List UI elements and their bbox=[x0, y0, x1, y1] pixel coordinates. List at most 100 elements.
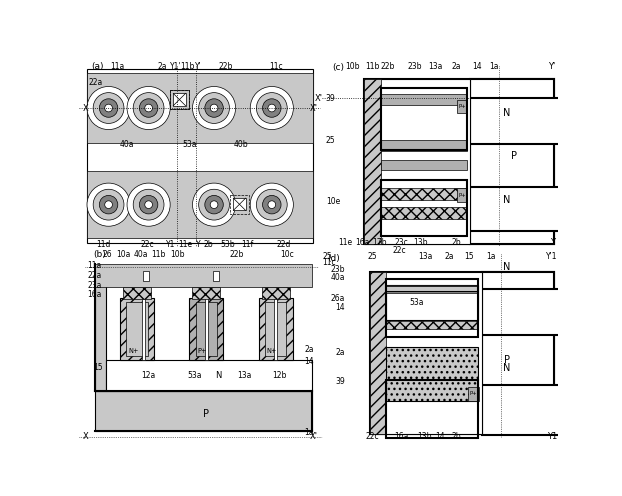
Text: P: P bbox=[203, 409, 210, 419]
Bar bbox=[381, 188, 466, 200]
Text: 11b: 11b bbox=[151, 250, 166, 259]
Text: 10e: 10e bbox=[326, 197, 340, 206]
Text: 40a: 40a bbox=[120, 140, 134, 149]
Text: 11e: 11e bbox=[338, 238, 352, 248]
Text: N+: N+ bbox=[128, 348, 138, 354]
Text: 10b: 10b bbox=[345, 62, 360, 71]
Text: 2a: 2a bbox=[158, 62, 167, 71]
Text: 53a: 53a bbox=[182, 140, 197, 149]
Text: 22a: 22a bbox=[87, 271, 101, 280]
Circle shape bbox=[256, 189, 287, 220]
Text: 1a: 1a bbox=[305, 428, 314, 436]
Text: 13b: 13b bbox=[413, 238, 428, 248]
Bar bbox=[386, 285, 478, 320]
Bar bbox=[457, 188, 467, 202]
Bar bbox=[126, 302, 148, 356]
Bar bbox=[386, 279, 478, 337]
Text: P+: P+ bbox=[458, 104, 466, 109]
Bar bbox=[174, 93, 185, 106]
Bar bbox=[381, 181, 466, 236]
Bar bbox=[386, 347, 478, 401]
Text: 22c: 22c bbox=[365, 433, 379, 441]
Text: (b): (b) bbox=[93, 250, 106, 259]
Bar bbox=[470, 98, 570, 144]
Circle shape bbox=[198, 93, 230, 124]
Text: 15: 15 bbox=[464, 252, 474, 261]
Text: N: N bbox=[503, 363, 510, 372]
Text: 1a: 1a bbox=[489, 62, 498, 71]
Text: 2b: 2b bbox=[452, 238, 462, 248]
Text: 2b: 2b bbox=[203, 240, 213, 249]
Bar bbox=[482, 385, 574, 435]
Circle shape bbox=[145, 201, 152, 208]
Text: X': X' bbox=[310, 433, 318, 441]
Bar bbox=[457, 100, 467, 114]
Text: X': X' bbox=[310, 104, 318, 113]
Text: 11d: 11d bbox=[96, 240, 111, 249]
Text: 22b: 22b bbox=[218, 62, 233, 71]
Text: X': X' bbox=[315, 94, 323, 103]
Bar bbox=[470, 186, 570, 231]
Text: X: X bbox=[83, 104, 89, 113]
Text: 53b: 53b bbox=[221, 240, 235, 249]
Text: X: X bbox=[83, 433, 89, 441]
Text: N: N bbox=[215, 371, 221, 380]
Text: 2b: 2b bbox=[452, 433, 462, 441]
Text: P+: P+ bbox=[458, 192, 466, 197]
Text: 1a: 1a bbox=[486, 252, 496, 261]
Bar bbox=[95, 391, 312, 432]
Text: 25: 25 bbox=[322, 252, 332, 261]
Text: 11b: 11b bbox=[180, 62, 194, 71]
Circle shape bbox=[192, 86, 236, 129]
Bar bbox=[87, 171, 313, 238]
Text: 10c: 10c bbox=[281, 250, 294, 259]
Text: 26a: 26a bbox=[330, 294, 345, 303]
Circle shape bbox=[133, 189, 164, 220]
Text: Y': Y' bbox=[195, 62, 202, 71]
Text: (c): (c) bbox=[332, 62, 344, 72]
Text: 10a: 10a bbox=[116, 250, 131, 259]
Text: 11b: 11b bbox=[364, 62, 379, 71]
Bar bbox=[190, 298, 223, 360]
Text: 16a: 16a bbox=[394, 433, 409, 441]
Text: 11c: 11c bbox=[269, 62, 282, 71]
Circle shape bbox=[104, 201, 113, 208]
Text: (d): (d) bbox=[327, 253, 340, 263]
Bar bbox=[87, 73, 313, 143]
Text: 22c: 22c bbox=[140, 240, 154, 249]
Text: 2a: 2a bbox=[305, 345, 314, 354]
Bar bbox=[482, 272, 554, 434]
Text: 40a: 40a bbox=[134, 250, 148, 259]
Circle shape bbox=[87, 183, 130, 226]
Bar bbox=[381, 94, 466, 105]
Bar bbox=[259, 298, 292, 360]
Text: 13a: 13a bbox=[419, 252, 433, 261]
Text: Y: Y bbox=[195, 240, 200, 249]
Bar bbox=[386, 321, 478, 329]
Circle shape bbox=[127, 183, 170, 226]
Text: 25: 25 bbox=[367, 252, 377, 261]
Bar bbox=[195, 302, 217, 356]
Text: 11e: 11e bbox=[179, 240, 193, 249]
Bar bbox=[120, 298, 154, 360]
Bar bbox=[95, 263, 312, 287]
Circle shape bbox=[210, 104, 218, 112]
Circle shape bbox=[100, 195, 118, 214]
Text: 11c: 11c bbox=[323, 257, 337, 266]
Text: 40b: 40b bbox=[234, 140, 248, 149]
Bar bbox=[95, 267, 106, 391]
Text: 14: 14 bbox=[335, 303, 345, 312]
Bar bbox=[192, 287, 220, 299]
Bar bbox=[364, 79, 470, 245]
Text: 40a: 40a bbox=[330, 273, 345, 282]
Text: Y1: Y1 bbox=[547, 433, 557, 441]
Text: 16a: 16a bbox=[356, 238, 370, 248]
Bar bbox=[213, 271, 219, 281]
Text: 22b: 22b bbox=[230, 250, 244, 259]
Circle shape bbox=[268, 104, 276, 112]
Circle shape bbox=[262, 195, 281, 214]
Circle shape bbox=[198, 189, 230, 220]
Bar bbox=[205, 298, 208, 360]
Text: 13a: 13a bbox=[238, 371, 252, 380]
Circle shape bbox=[93, 93, 124, 124]
